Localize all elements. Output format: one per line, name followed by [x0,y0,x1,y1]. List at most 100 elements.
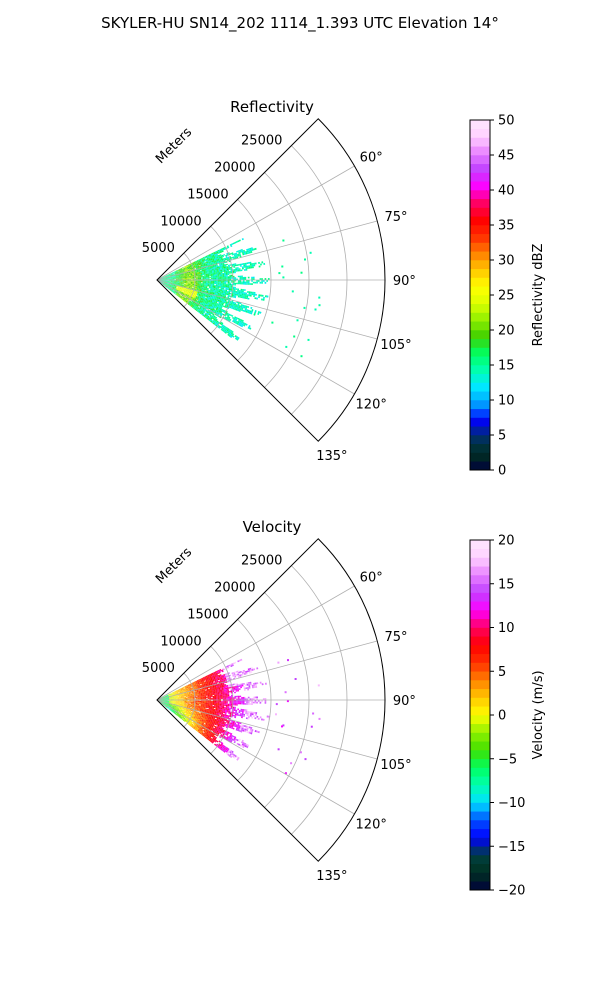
echo-gate [205,299,208,302]
echo-gate [251,293,254,296]
echo-gate [210,674,213,676]
echo-gate [227,694,230,697]
echo-gate [214,276,217,278]
echo-gate [243,322,247,326]
echo-gate [220,274,223,276]
echo-gate [195,286,198,288]
echo-gate [174,291,176,293]
echo-gate [242,696,245,699]
echo-gate [212,322,215,325]
echo-gate [182,283,185,285]
echo-gate [197,307,200,310]
echo-gate [214,259,217,262]
echo-gate [190,283,193,285]
echo-gate [254,297,257,300]
echo-gate [202,285,205,287]
echo-gate [194,308,197,311]
echo-gate [201,263,204,265]
echo-gate [177,292,179,294]
echo-gate [171,273,174,275]
echo-gate [213,321,216,324]
echo-gate [211,295,214,298]
echo-gate [204,275,206,277]
echo-gate [183,300,186,302]
echo-gate [183,275,186,276]
echo-gate [247,309,250,312]
echo-gate [238,239,241,242]
echo-gate [237,269,240,272]
echo-gate [251,713,254,716]
echo-gate [197,285,200,286]
echo-gate [202,278,205,280]
echo-gate [205,294,208,297]
echo-gate [195,680,197,683]
echo-gate [180,285,183,286]
echo-gate [234,695,237,698]
echo-gate [169,277,171,278]
echo-gate [207,280,210,282]
echo-gate [259,681,262,684]
echo-gate [199,306,202,309]
echo-gate [183,271,185,272]
echo-gate [238,659,241,662]
echo-gate [247,326,250,329]
echo-gate [229,331,232,334]
echo-gate [177,288,180,290]
echo-gate [242,322,245,325]
echo-gate [250,293,252,295]
echo-gate [177,269,179,271]
echo-gate [204,297,207,299]
echo-gate [207,318,210,321]
echo-gate [222,281,225,283]
echo-gate [208,300,211,302]
echo-gate [182,296,185,298]
echo-gate [198,294,201,296]
echo-gate [211,701,213,703]
echo-speck [282,239,285,242]
echo-gate [188,265,190,267]
echo-gate [177,274,179,276]
echo-gate [180,275,183,277]
echo-gate [207,302,210,305]
echo-gate [164,285,166,287]
polar-frame [156,118,386,442]
echo-gate [200,276,203,277]
echo-gate [220,328,223,331]
echo-gate [222,313,225,316]
echo-gate [244,310,247,313]
echo-gate [197,267,200,269]
echo-gate [162,697,164,698]
echo-gate [217,305,220,308]
echo-gate [176,290,179,292]
echo-gate [180,286,182,288]
echo-gate [180,285,182,287]
echo-gate [192,278,195,279]
echo-gate [207,260,210,262]
echo-gate [202,677,205,679]
echo-gate [181,280,183,281]
echo-gate [205,272,208,274]
echo-gate [222,695,225,697]
echo-gate [195,293,198,295]
echo-gate [234,691,236,694]
echo-gate [178,275,181,276]
echo-gate [207,277,210,279]
echo-gate [228,332,231,335]
echo-gate [227,271,230,273]
echo-gate [234,255,237,258]
echo-gate [223,266,226,269]
echo-gate [220,267,222,269]
echo-gate [172,277,175,279]
echo-gate [193,293,196,295]
colorbar-segment [470,198,490,208]
echo-gate [170,285,172,286]
echo-gate [181,285,184,287]
echo-gate [205,298,208,301]
echo-gate [166,274,169,276]
echo-gate [206,282,208,284]
echo-gate [172,287,175,289]
echo-speck [296,319,299,322]
echo-speck [300,271,303,274]
echo-gate [219,308,222,310]
echo-gate [203,269,205,271]
